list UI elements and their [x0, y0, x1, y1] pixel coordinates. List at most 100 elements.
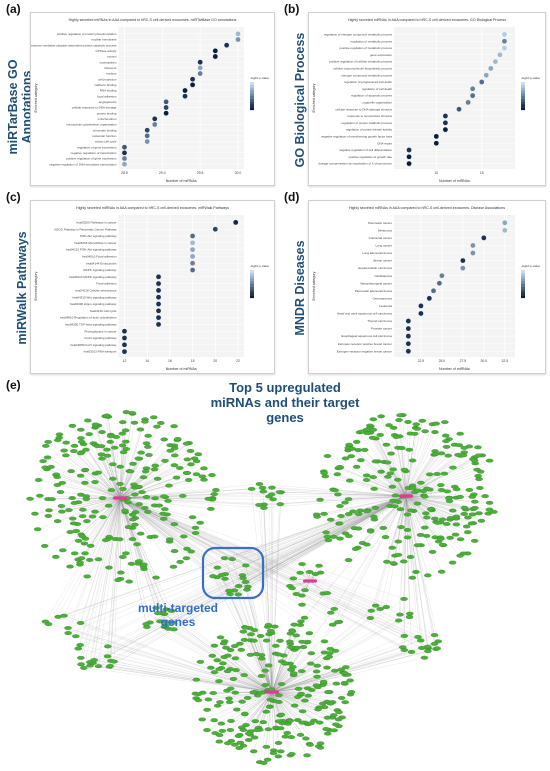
- chart-a-point: [121, 144, 128, 150]
- gene-node: [341, 700, 349, 705]
- network-edge: [78, 497, 121, 541]
- gene-node: [449, 465, 457, 470]
- network-edge: [79, 497, 121, 646]
- shared-gene-node: [104, 644, 112, 649]
- chart-a-ytick-label: negative regulation of transcription: [71, 151, 117, 155]
- network-edge: [119, 421, 146, 499]
- chart-d-ytick-label: Thyroid carcinoma: [367, 319, 392, 323]
- gene-node: [326, 701, 335, 706]
- gene-node: [289, 671, 298, 676]
- network-nodes: [26, 410, 498, 765]
- gene-node: [363, 509, 371, 514]
- network-edge: [119, 497, 435, 644]
- network-edge: [271, 643, 291, 693]
- gene-node: [431, 430, 439, 435]
- gene-node: [384, 474, 392, 479]
- network-edge: [264, 504, 273, 693]
- gene-node: [263, 757, 272, 762]
- network-edge: [171, 610, 273, 693]
- chart-d-ytick-label: Lung adenocarcinoma: [362, 251, 392, 255]
- multi-targeted-label-line2: genes: [160, 615, 196, 629]
- network-edge: [402, 415, 407, 497]
- gene-node: [348, 446, 357, 451]
- chart-d-ylabel: Enriched category: [312, 271, 316, 300]
- gene-node: [314, 707, 322, 712]
- gene-node: [412, 569, 420, 574]
- gene-node: [157, 421, 165, 425]
- gene-node: [342, 665, 350, 670]
- network-edge: [119, 497, 123, 557]
- chart-a-legend-swatch: [250, 96, 254, 99]
- network-edge: [115, 497, 121, 540]
- gene-node: [445, 499, 454, 504]
- gene-node: [292, 633, 300, 638]
- chart-d-point: [470, 250, 476, 256]
- network-edge: [238, 495, 407, 587]
- network-edge: [227, 691, 273, 744]
- shared-gene-node: [221, 576, 229, 581]
- gene-node: [460, 505, 469, 510]
- gene-node: [312, 669, 321, 674]
- network-edge: [165, 495, 407, 623]
- network-edge: [271, 612, 331, 693]
- gene-node: [141, 506, 149, 510]
- chart-b-ytick-label: regulation of apoptotic process: [351, 94, 392, 98]
- chart-d-ytick-label: Pancreatic adenocarcinoma: [355, 289, 393, 293]
- shared-gene-node: [430, 633, 439, 638]
- gene-node: [431, 516, 439, 521]
- gene-node: [305, 631, 314, 636]
- network-edge: [119, 489, 216, 499]
- gene-node: [243, 695, 252, 700]
- gene-node: [114, 578, 122, 582]
- gene-node: [470, 538, 479, 543]
- chart-a-point: [151, 121, 158, 128]
- gene-node: [187, 462, 195, 467]
- network-edge: [268, 496, 273, 693]
- network-edge: [324, 472, 407, 497]
- gene-node: [485, 458, 494, 463]
- network-edge: [375, 461, 407, 497]
- chart-a-point: [121, 161, 128, 167]
- network-edge: [106, 449, 121, 499]
- chart-a-point: [182, 93, 188, 99]
- network-edge: [405, 495, 475, 502]
- gene-node: [481, 494, 489, 499]
- gene-node: [341, 500, 349, 505]
- multi-targeted-gene-node: [244, 584, 252, 589]
- chart-a-ytick-label: positive regulation of gene expression: [66, 157, 117, 161]
- gene-node: [422, 533, 431, 538]
- chart-c-xtick-label: 20: [213, 359, 217, 363]
- network-edge: [55, 497, 121, 557]
- gene-node: [391, 504, 399, 509]
- network-edge: [63, 497, 121, 616]
- chart-c-ytick-label: hsa04010 MAPK signaling pathway: [69, 275, 117, 279]
- gene-node: [412, 422, 420, 427]
- gene-node: [82, 497, 91, 502]
- gene-node: [298, 709, 307, 714]
- gene-node: [345, 534, 353, 539]
- gene-node: [237, 647, 245, 652]
- gene-node: [91, 480, 99, 485]
- chart-b-xlabel: Number of miRNAs: [439, 179, 470, 183]
- chart-b-ytick-label: DNA repair: [377, 141, 392, 145]
- gene-node: [98, 496, 107, 501]
- gene-node: [186, 449, 195, 453]
- network-edge: [271, 635, 405, 693]
- chart-c-point: [232, 219, 239, 226]
- chart-b-legend-swatch: [521, 87, 525, 91]
- shared-gene-node: [77, 655, 85, 660]
- gene-node: [227, 719, 235, 723]
- network-edge: [119, 497, 157, 608]
- network-edge: [405, 495, 472, 524]
- network-edge: [271, 691, 311, 724]
- chart-d-ytick-label: Colorectal cancer: [369, 236, 392, 240]
- network-edge: [59, 437, 121, 499]
- gene-node: [344, 558, 353, 562]
- gene-node: [438, 517, 447, 522]
- network-edge: [81, 497, 121, 559]
- gene-node: [53, 519, 62, 524]
- chart-d-svg: Highly secreted miRNAs in AAA compared t…: [312, 206, 540, 371]
- gene-node: [323, 731, 332, 736]
- chart-b-legend-title: -log10 p-value: [521, 76, 540, 80]
- gene-node: [421, 525, 429, 530]
